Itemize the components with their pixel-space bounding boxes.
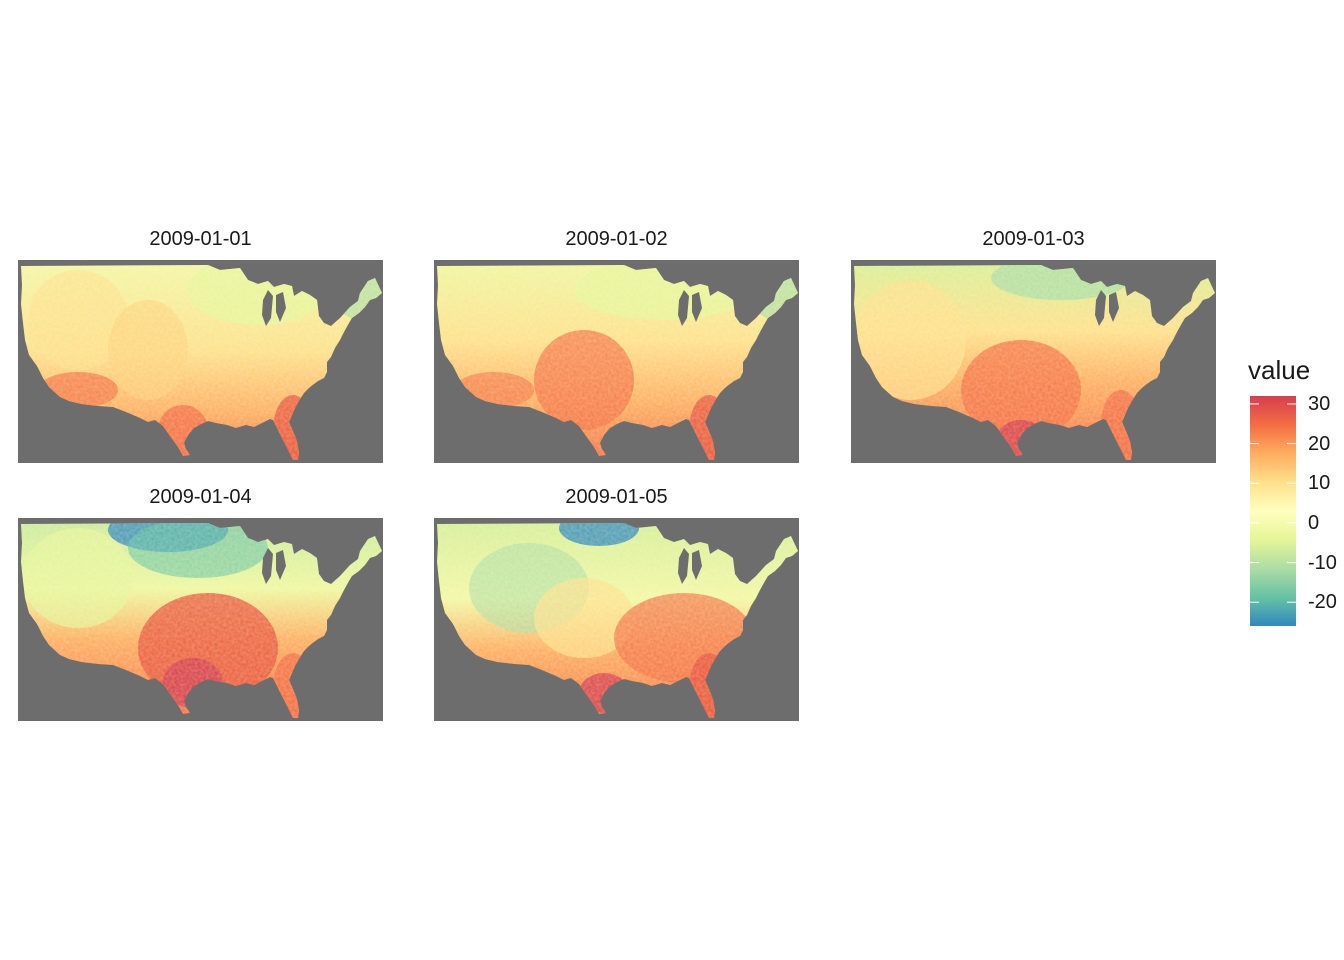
panel-title: 2009-01-02 xyxy=(565,228,668,250)
legend-gradient xyxy=(1250,396,1296,626)
legend-tick-label: 10 xyxy=(1308,472,1331,495)
legend-tick-label: 20 xyxy=(1308,432,1331,455)
temperature-raster-map xyxy=(437,265,798,460)
panel-title: 2009-01-01 xyxy=(149,228,252,250)
map-area xyxy=(434,518,799,721)
map-area xyxy=(434,260,799,463)
map-area xyxy=(851,260,1216,463)
panel-title: 2009-01-04 xyxy=(149,486,252,508)
legend-tick-label: 0 xyxy=(1308,511,1320,534)
temperature-raster-map xyxy=(21,265,382,460)
color-legend: value 30 20 10 0 -10 -20 xyxy=(1248,354,1344,634)
map-area xyxy=(18,260,383,463)
temperature-raster-map xyxy=(854,265,1215,460)
panel-title: 2009-01-03 xyxy=(982,228,1085,250)
legend-tick-label: -20 xyxy=(1308,591,1337,614)
temperature-raster-map xyxy=(437,523,798,718)
legend-tick-label: -10 xyxy=(1308,551,1337,574)
panel-title: 2009-01-05 xyxy=(565,486,668,508)
legend-title: value xyxy=(1248,355,1311,385)
map-area xyxy=(18,518,383,721)
legend-colorbar xyxy=(1250,396,1296,626)
temperature-raster-map xyxy=(21,523,382,718)
legend-tick-label: 30 xyxy=(1308,392,1331,415)
